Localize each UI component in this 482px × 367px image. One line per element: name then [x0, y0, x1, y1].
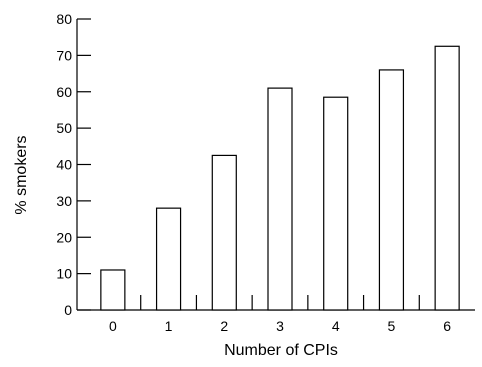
- x-tick-label: 5: [388, 318, 396, 334]
- bar-2: [211, 154, 237, 311]
- bar-3: [267, 87, 293, 311]
- y-tick-label: 70: [56, 47, 72, 63]
- x-tick-label: 0: [109, 318, 117, 334]
- x-tick-label: 2: [220, 318, 228, 334]
- x-axis-label: Number of CPIs: [224, 342, 338, 359]
- y-axis: 0 10 20 30 40 50 60 70 80: [56, 11, 91, 318]
- bar-1: [155, 207, 182, 311]
- bar-4: [323, 96, 349, 311]
- y-tick-label: 0: [64, 302, 72, 318]
- y-tick-label: 50: [56, 120, 72, 136]
- x-tick-label: 4: [332, 318, 340, 334]
- y-tick-label: 10: [56, 266, 72, 282]
- y-tick-label: 80: [56, 11, 72, 27]
- y-tick-label: 40: [56, 157, 72, 173]
- x-tick-label: 3: [276, 318, 284, 334]
- y-tick-label: 60: [56, 84, 72, 100]
- bar-6: [434, 45, 460, 311]
- x-tick-label: 1: [165, 318, 173, 334]
- y-tick-label: 30: [56, 193, 72, 209]
- y-axis-label: % smokers: [13, 135, 30, 214]
- bars: [100, 45, 460, 311]
- x-tick-label: 6: [443, 318, 451, 334]
- bar-5: [378, 69, 405, 311]
- bar-0: [100, 269, 126, 311]
- y-tick-label: 20: [56, 229, 72, 245]
